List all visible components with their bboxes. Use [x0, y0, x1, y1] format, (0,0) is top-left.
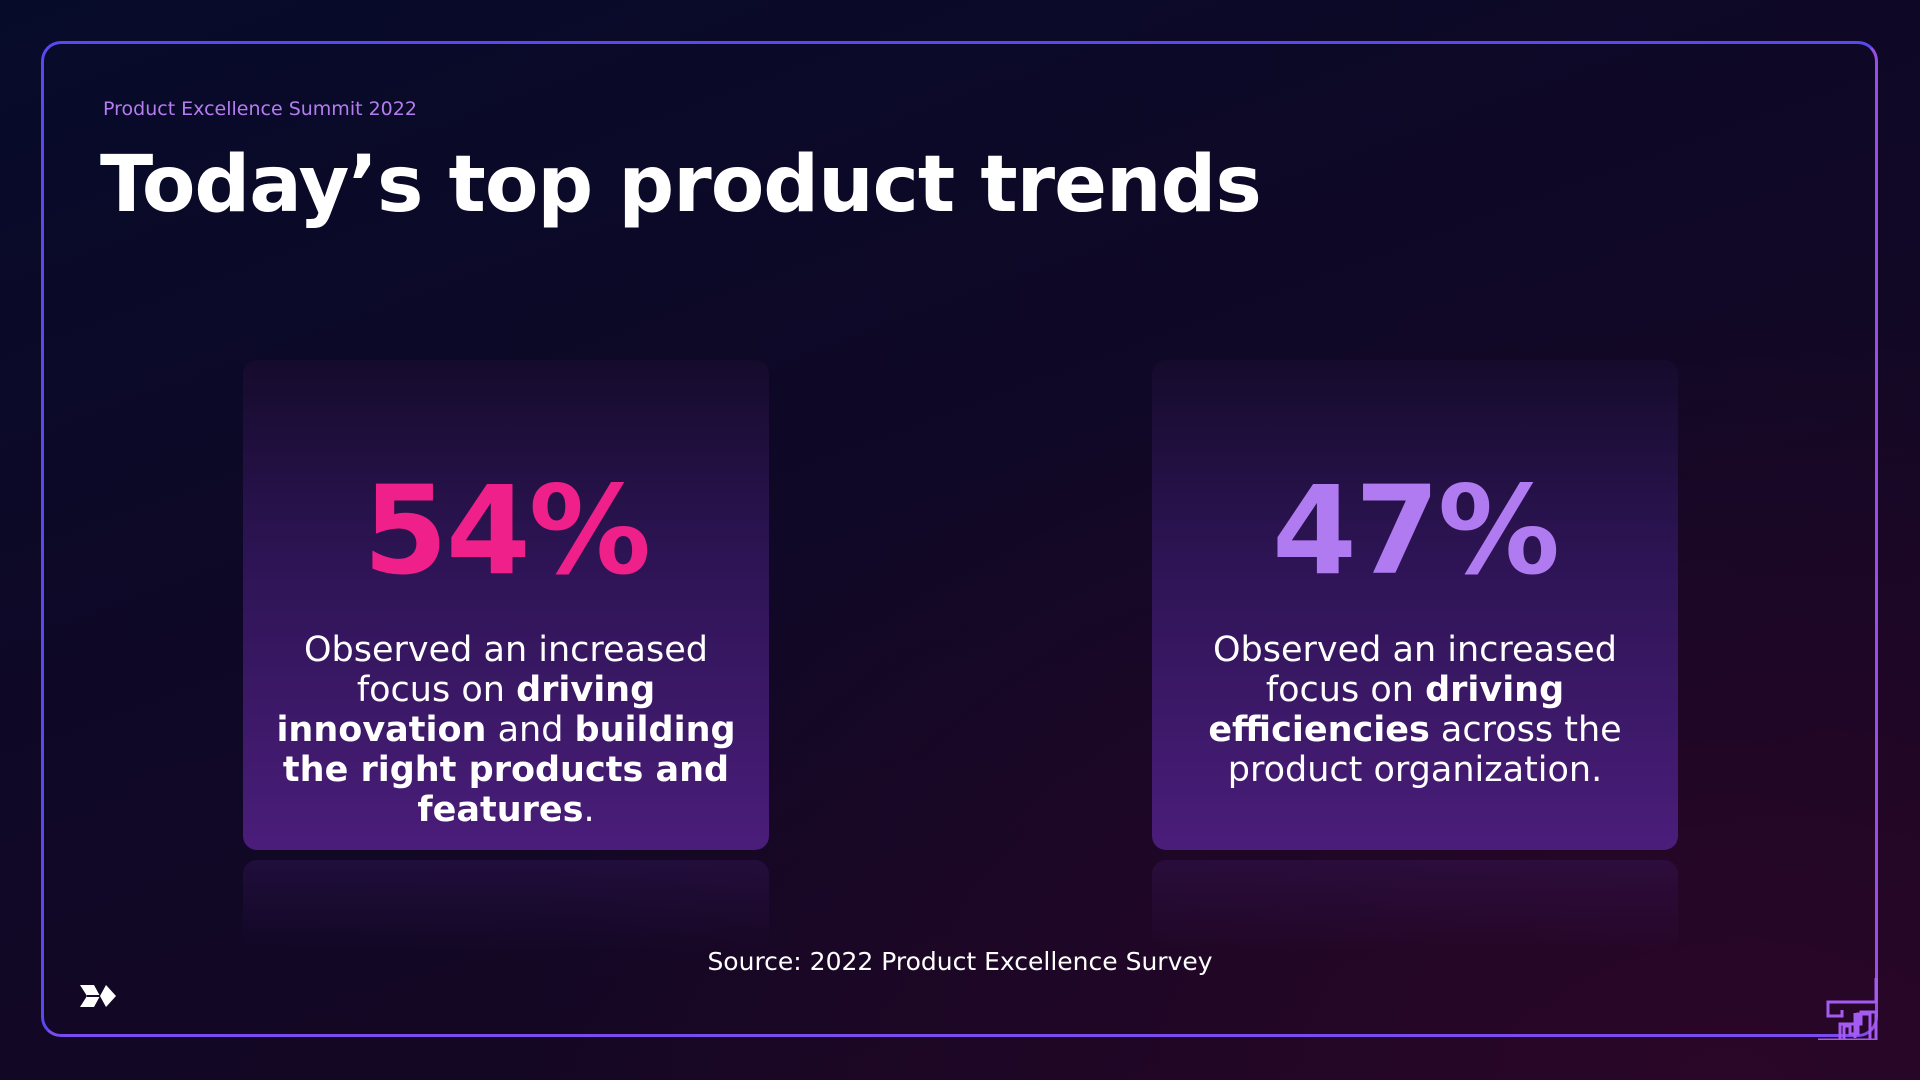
- event-subtitle: Product Excellence Summit 2022: [103, 98, 417, 120]
- stat-card-efficiency: 47% Observed an increased focus on drivi…: [1152, 360, 1678, 950]
- page-title: Today’s top product trends: [100, 140, 1262, 230]
- source-note: Source: 2022 Product Excellence Survey: [707, 947, 1213, 976]
- stat-description: Observed an increased focus on driving e…: [1208, 630, 1622, 790]
- brand-logo-icon: [80, 985, 116, 1007]
- stat-value: 54%: [362, 460, 651, 602]
- stat-value: 47%: [1271, 460, 1560, 602]
- stat-description: Observed an increased focus on driving i…: [276, 630, 736, 830]
- maze-icon: [1818, 978, 1878, 1040]
- stat-card-innovation: 54% Observed an increased focus on drivi…: [243, 360, 769, 950]
- slide-frame: [41, 41, 1878, 1037]
